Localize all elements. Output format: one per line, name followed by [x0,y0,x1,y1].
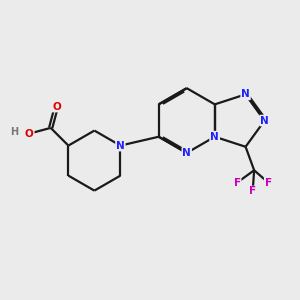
Text: F: F [233,178,241,188]
Text: N: N [210,132,219,142]
Text: H: H [10,127,18,137]
Text: N: N [116,141,125,151]
Text: O: O [52,102,61,112]
Text: N: N [182,148,191,158]
Text: F: F [265,178,272,188]
Text: N: N [210,132,219,142]
Text: N: N [241,89,250,99]
Text: N: N [260,116,269,126]
Text: O: O [25,129,34,139]
Text: F: F [249,187,256,196]
